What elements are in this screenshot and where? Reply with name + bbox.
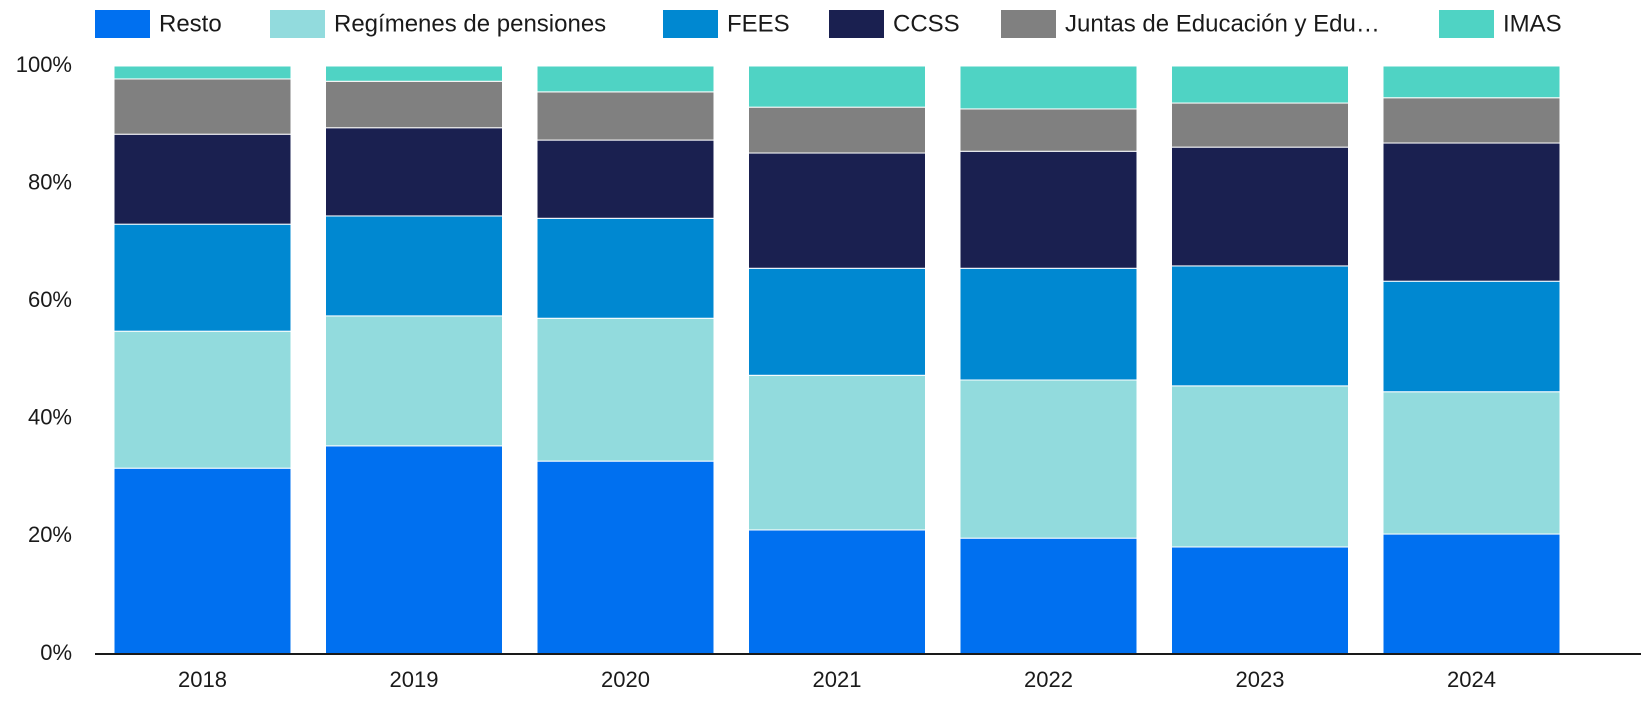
bar-segment (1171, 385, 1349, 548)
bar-segment (536, 460, 715, 655)
x-tick-label: 2022 (1024, 667, 1073, 692)
bar-segment (325, 215, 503, 317)
bar-segment (748, 267, 926, 376)
bar-segment (1382, 142, 1561, 282)
bar-segment (1382, 97, 1561, 144)
y-tick-label: 40% (28, 405, 72, 430)
bar-segment (748, 152, 926, 269)
y-tick-label: 80% (28, 169, 72, 194)
legend-label: IMAS (1503, 10, 1562, 37)
legend-label: Juntas de Educación y Edu… (1065, 10, 1380, 37)
bar-segment (536, 139, 715, 219)
legend-swatch (1001, 10, 1056, 38)
bar-segment (1171, 265, 1349, 387)
bar-segment (113, 65, 292, 80)
bar-segment (113, 133, 292, 225)
bar-segment (748, 374, 926, 531)
bar-segment (959, 108, 1138, 152)
bar-segment (748, 65, 926, 108)
bar-segment (325, 315, 503, 447)
bar-segment (1382, 533, 1561, 655)
x-tick-label: 2021 (813, 667, 862, 692)
bar-segment (1382, 391, 1561, 535)
bar-segment (748, 529, 926, 655)
bar-segment (1382, 280, 1561, 393)
y-tick-label: 20% (28, 522, 72, 547)
bar-segment (536, 217, 715, 319)
legend-label: Resto (159, 10, 222, 37)
bar-segment (325, 80, 503, 129)
bar-segment (748, 106, 926, 154)
bar-segment (113, 223, 292, 332)
bar-segment (1382, 65, 1561, 99)
x-tick-label: 2020 (601, 667, 650, 692)
x-tick-label: 2019 (390, 667, 439, 692)
bar-segment (1171, 546, 1349, 655)
bar-segment (536, 91, 715, 141)
legend-label: Regímenes de pensiones (334, 10, 606, 37)
bar-segment (325, 127, 503, 217)
legend-swatch (663, 10, 718, 38)
y-tick-label: 0% (40, 640, 72, 665)
bar-segment (325, 65, 503, 82)
bar-segment (536, 317, 715, 462)
bar-segment (113, 467, 292, 655)
x-tick-label: 2018 (178, 667, 227, 692)
y-tick-label: 100% (16, 52, 72, 77)
bar-segment (959, 267, 1138, 381)
bar-segment (113, 78, 292, 135)
bar-segment (959, 65, 1138, 110)
x-tick-label: 2024 (1447, 667, 1496, 692)
legend-swatch (270, 10, 325, 38)
bar-segment (959, 537, 1138, 655)
bar-segment (1171, 65, 1349, 104)
bar-segment (536, 65, 715, 93)
legend-swatch (829, 10, 884, 38)
x-tick-label: 2023 (1236, 667, 1285, 692)
legend-swatch (1439, 10, 1494, 38)
bar-segment (1171, 146, 1349, 267)
bar-segment (959, 150, 1138, 269)
bar-segment (325, 445, 503, 655)
bar-segment (113, 330, 292, 469)
bar-segment (1171, 102, 1349, 148)
legend-label: CCSS (893, 10, 960, 37)
legend-swatch (95, 10, 150, 38)
legend-label: FEES (727, 10, 790, 37)
bar-segment (959, 379, 1138, 539)
y-tick-label: 60% (28, 287, 72, 312)
